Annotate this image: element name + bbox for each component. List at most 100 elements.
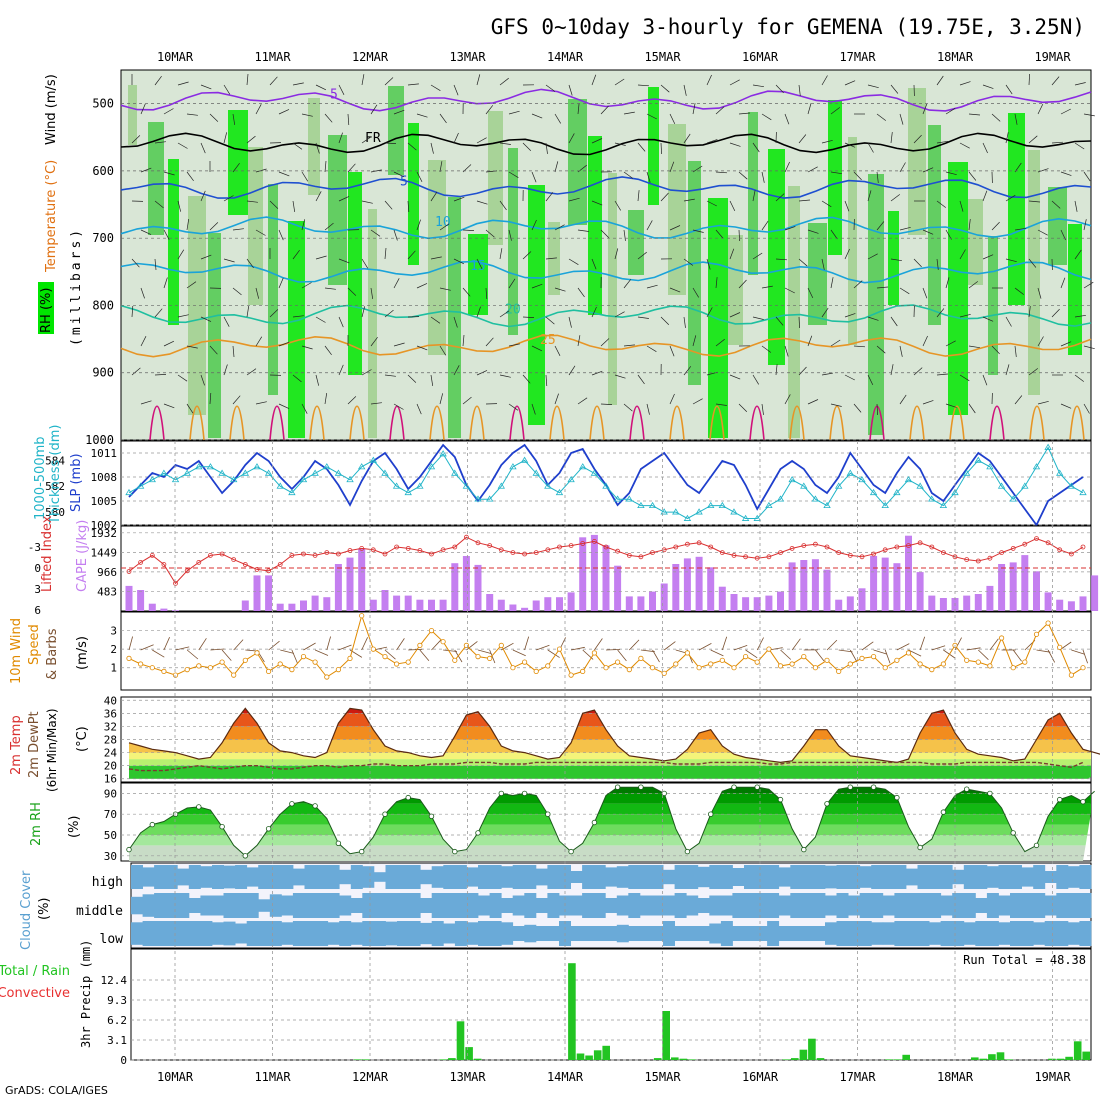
lifted-marker — [463, 534, 469, 540]
wind-barb — [140, 167, 152, 173]
wind-barb — [186, 281, 197, 289]
cloud-high-label: high — [92, 875, 123, 890]
wind-barb — [186, 171, 194, 182]
wind-barb — [637, 84, 650, 87]
wind-barb — [269, 309, 279, 318]
cape-bar — [160, 608, 168, 611]
wind-barb — [1014, 162, 1022, 173]
cape-bar — [939, 598, 947, 611]
lifted-marker — [859, 554, 865, 560]
lifted-marker — [429, 551, 434, 557]
wind-barb — [384, 309, 394, 318]
thickness-marker — [683, 514, 692, 521]
wind-barb — [246, 135, 256, 144]
lifted-marker — [417, 548, 423, 553]
wind-marker — [731, 665, 737, 671]
cloud-low-cell — [593, 926, 606, 941]
wind-barb — [577, 397, 588, 405]
wind-marker — [289, 666, 295, 673]
cloud-middle-label: middle — [76, 904, 123, 919]
rh-marker — [894, 794, 900, 801]
wind-barb — [246, 368, 257, 376]
thickness-marker — [264, 469, 273, 476]
wind-barb — [899, 226, 911, 231]
wind-barb — [945, 403, 957, 408]
thickness-marker — [625, 495, 633, 502]
thickness-marker — [811, 495, 820, 502]
wind-barb — [140, 287, 145, 299]
wind-marker — [1080, 665, 1086, 671]
wind-barb — [715, 229, 724, 239]
cape-bar — [288, 603, 296, 611]
thickness-marker — [707, 501, 715, 509]
cloud-low-cell — [940, 921, 953, 946]
cloud-middle-cell — [408, 893, 421, 918]
wind-barb — [223, 84, 231, 95]
wind-barb — [867, 84, 879, 89]
wind-barb — [568, 133, 575, 144]
pressure-tick-label: 700 — [92, 231, 114, 245]
wind-barb — [255, 104, 262, 115]
cloud-high-cell — [582, 865, 595, 889]
cloud-low-cell — [501, 922, 514, 945]
precip-total-bar — [1005, 1059, 1013, 1060]
wind-marker — [1057, 644, 1063, 650]
thickness-marker — [125, 488, 133, 496]
wind-barb — [729, 374, 741, 380]
wind-barb — [462, 334, 465, 347]
wind-marker — [777, 663, 784, 669]
rh-cell — [348, 172, 362, 375]
wind-barb — [338, 132, 343, 144]
thickness-marker — [520, 456, 529, 463]
wind-barb — [1005, 132, 1009, 144]
cloud-middle-cell — [478, 895, 490, 916]
cape-bar — [556, 597, 563, 611]
thickness-marker — [230, 475, 238, 483]
cloud-high-cell — [466, 867, 479, 887]
precip-total-bar — [816, 1058, 825, 1060]
cloud-high-cell — [316, 865, 329, 889]
wind-barb — [936, 200, 947, 208]
slp-tick-label: 1008 — [91, 471, 118, 484]
wind-tick-label: 3 — [110, 625, 117, 638]
wind-barb — [485, 105, 494, 115]
rh-band — [129, 803, 1091, 815]
thickness-marker — [858, 475, 866, 483]
wind-barb — [853, 403, 862, 413]
cloud-high-cell — [327, 865, 340, 889]
wind-barb — [154, 374, 167, 376]
wind-barb — [591, 138, 603, 144]
cloud-panel: Cloud Cover (%) high middle low — [19, 862, 1092, 950]
temp-tick-label: 20 — [104, 760, 117, 773]
lifted-marker — [289, 553, 295, 558]
surface-temp-contour — [189, 405, 205, 441]
wind-barb — [232, 228, 244, 231]
wind-marker — [184, 666, 190, 673]
wind-barb — [968, 281, 979, 289]
wind-barb — [1028, 135, 1038, 144]
cloud-low-cell — [1056, 921, 1069, 946]
wind-barb — [899, 345, 903, 357]
wind-barb — [393, 403, 404, 410]
cloud-low-cell — [373, 921, 386, 946]
lifted-cape-panel: 1932 1449 966 483 -3 0 3 6 Lifted Index CAPE (J… — [28, 515, 1099, 617]
cloud-middle-cell — [304, 893, 317, 918]
wind-barb — [568, 316, 572, 328]
date-label-top: 12MAR — [352, 50, 389, 64]
cloud-middle-cell — [1033, 893, 1046, 918]
wind-marker — [696, 665, 702, 671]
wind-barb — [899, 113, 904, 125]
lifted-cape-series: 1932 1449 966 483 -3 0 3 6 — [28, 527, 1099, 617]
rh-cell — [908, 88, 926, 235]
wind-barb — [324, 113, 333, 123]
rh-marker — [591, 819, 598, 826]
cloud-high-cell — [339, 869, 352, 885]
wind-barb — [396, 638, 405, 651]
precip-total-bar — [671, 1057, 679, 1060]
precip-total-bar — [808, 1038, 816, 1060]
wind-barb — [982, 374, 988, 386]
wind-barb — [499, 248, 503, 260]
cloud-low-cell — [512, 926, 525, 941]
wind-barb — [761, 345, 772, 353]
cape-bar — [253, 575, 261, 611]
